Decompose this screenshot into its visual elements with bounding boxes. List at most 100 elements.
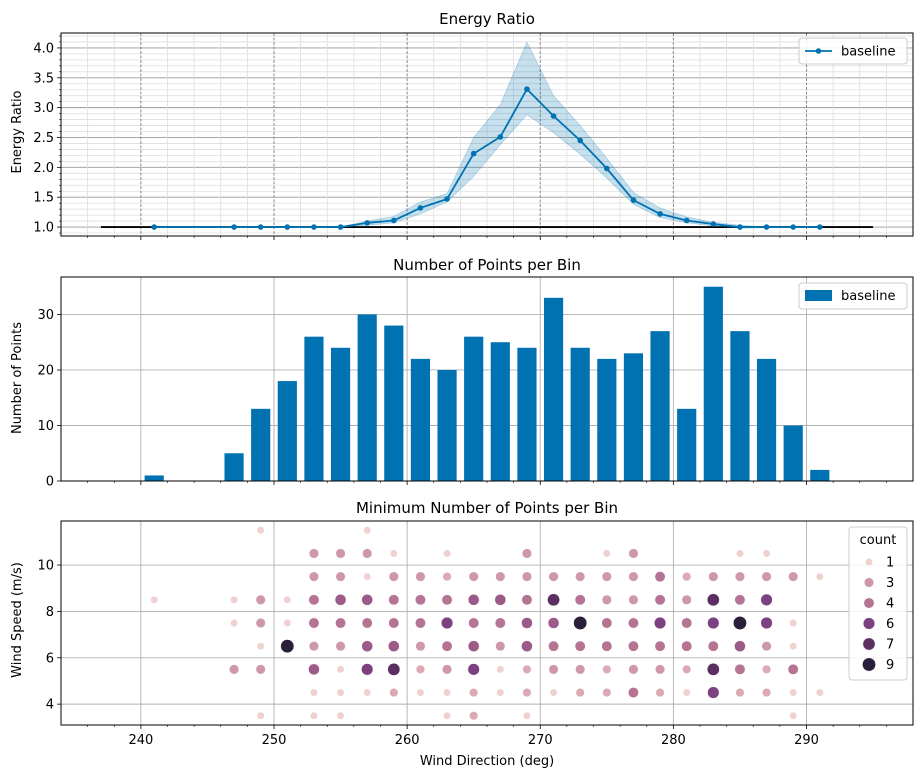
scatter-point: [308, 641, 319, 652]
scatter-point: [336, 688, 345, 697]
min-points-title: Minimum Number of Points per Bin: [356, 499, 618, 517]
scatter-point: [681, 594, 692, 605]
points-per-bin-yticks: 0 10 20 30: [37, 308, 61, 490]
scatter-point: [628, 548, 639, 559]
scatter-point: [495, 571, 506, 582]
min-points-xtick-label: 280: [661, 733, 686, 748]
scatter-point: [334, 594, 347, 606]
scatter-point: [255, 664, 266, 675]
scatter-point: [467, 594, 480, 606]
points-per-bin-ylabel: Number of Points: [10, 322, 25, 434]
scatter-point: [495, 641, 506, 652]
min-points-legend-title: count: [860, 533, 897, 548]
scatter-point: [521, 571, 532, 582]
min-points-xticks: 240 250 260 270 280 290: [87, 725, 887, 748]
scatter-point: [309, 688, 318, 697]
scatter-point: [547, 593, 560, 607]
bar: [730, 331, 750, 481]
scatter-point: [387, 662, 401, 676]
scatter-point: [361, 663, 374, 676]
scatter-point: [521, 548, 532, 559]
scatter-point: [707, 640, 719, 652]
points-per-bin-legend-swatch: [805, 290, 832, 301]
scatter-point: [655, 664, 666, 675]
scatter-point: [627, 617, 639, 629]
scatter-point: [575, 664, 586, 675]
scatter-point: [654, 594, 666, 606]
baseline-point: [231, 224, 237, 230]
min-points-legend-box: [848, 526, 908, 681]
scatter-point: [602, 549, 611, 558]
scatter-point: [548, 640, 560, 652]
baseline-point: [497, 134, 504, 140]
scatter-point: [443, 688, 452, 697]
scatter-point: [469, 687, 479, 698]
bar: [224, 453, 244, 481]
scatter-point: [732, 616, 747, 630]
baseline-point: [683, 217, 690, 224]
baseline-point: [790, 224, 796, 230]
scatter-point: [628, 664, 639, 675]
scatter-point: [628, 594, 639, 605]
scatter-point: [575, 687, 585, 698]
energy-ratio-ytick-label: 1.0: [33, 221, 54, 236]
energy-ratio-ytick-label: 3.0: [33, 101, 54, 116]
scatter-point: [789, 688, 798, 697]
scatter-point: [682, 688, 691, 697]
scatter-point: [309, 711, 318, 720]
legend-label: 7: [886, 638, 894, 653]
scatter-point: [230, 595, 239, 604]
scatter-point: [414, 594, 426, 606]
scatter-point: [335, 641, 346, 652]
baseline-point: [550, 113, 557, 119]
min-points-xtick-label: 290: [794, 733, 819, 748]
points-per-bin-legend-label: baseline: [841, 289, 895, 304]
scatter-point: [308, 571, 319, 582]
scatter-point: [682, 572, 692, 582]
scatter-point: [442, 572, 452, 582]
scatter-point: [308, 548, 319, 559]
legend-marker: [862, 617, 876, 630]
scatter-point: [653, 616, 667, 630]
scatter-point: [389, 687, 399, 698]
scatter-point: [601, 594, 612, 605]
scatter-point: [442, 664, 453, 675]
scatter-point: [601, 617, 613, 629]
baseline-point: [257, 224, 264, 230]
bar: [277, 381, 297, 481]
legend-label: 4: [886, 597, 894, 612]
legend-marker: [865, 558, 873, 566]
points-per-bin-panel: Number of Points per Bin Number of Point…: [10, 256, 914, 490]
energy-ratio-legend-marker: [815, 48, 822, 54]
scatter-point: [361, 617, 373, 629]
scatter-point: [229, 664, 240, 675]
scatter-point: [521, 594, 533, 606]
scatter-point: [467, 663, 480, 676]
energy-ratio-ylabel: Energy Ratio: [10, 90, 25, 173]
scatter-point: [706, 593, 720, 607]
min-points-xlabel: Wind Direction (deg): [420, 754, 554, 769]
legend-marker: [862, 637, 876, 651]
baseline-point: [524, 86, 530, 92]
min-points-xtick-label: 260: [395, 733, 420, 748]
points-per-bin-marks: [144, 286, 830, 481]
scatter-point: [654, 640, 666, 652]
scatter-point: [735, 687, 745, 698]
bar: [304, 336, 324, 481]
scatter-point: [681, 617, 693, 629]
scatter-point: [335, 548, 346, 559]
scatter-point: [761, 664, 772, 674]
energy-ratio-yticks: 1.0 1.5 2.0 2.5 3.0 3.5 4.0: [33, 35, 61, 236]
scatter-point: [335, 617, 347, 629]
bar: [144, 475, 164, 481]
scatter-point: [441, 594, 453, 606]
baseline-point: [577, 137, 583, 144]
legend-marker: [863, 577, 875, 588]
scatter-point: [761, 687, 772, 698]
scatter-point: [255, 594, 266, 605]
bar: [570, 347, 590, 481]
bar: [490, 342, 510, 481]
scatter-point: [469, 711, 479, 721]
min-points-ytick-label: 6: [46, 651, 54, 666]
